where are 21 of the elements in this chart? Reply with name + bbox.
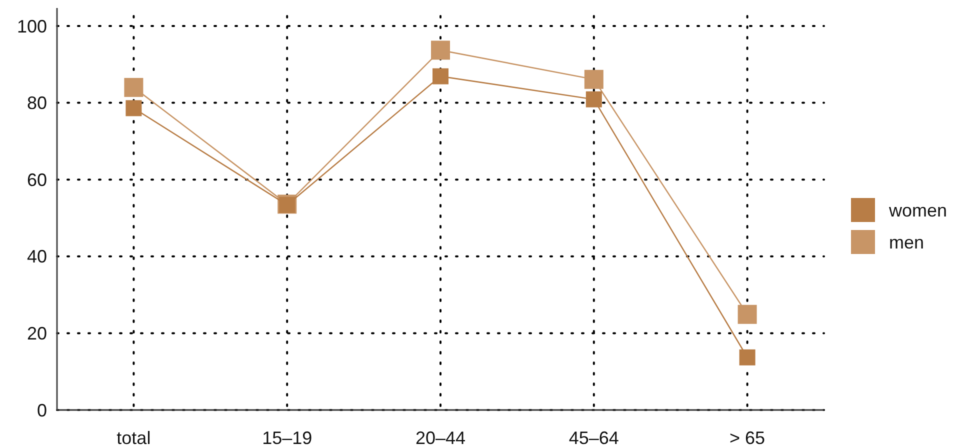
legend-label: men [889,232,924,252]
x-tick-label: > 65 [730,428,766,448]
y-tick-label: 40 [26,246,47,267]
y-tick-label: 60 [26,170,47,190]
point [126,100,142,116]
x-tick-label: 15–19 [262,428,312,448]
point [584,70,604,89]
y-tick-label: 0 [36,400,47,420]
x-tick-label: 20–44 [415,428,466,448]
point [738,304,757,324]
x-tick-label: 45–64 [568,428,619,448]
point [586,91,602,108]
x-tick-label: total [116,428,151,448]
y-tick-label: 80 [26,93,47,114]
point [432,68,448,84]
legend-label: women [888,200,948,220]
y-tick-label: 100 [16,16,47,36]
y-tick-label: 20 [26,324,47,344]
point [124,78,144,97]
point [739,349,756,366]
point [431,40,450,60]
